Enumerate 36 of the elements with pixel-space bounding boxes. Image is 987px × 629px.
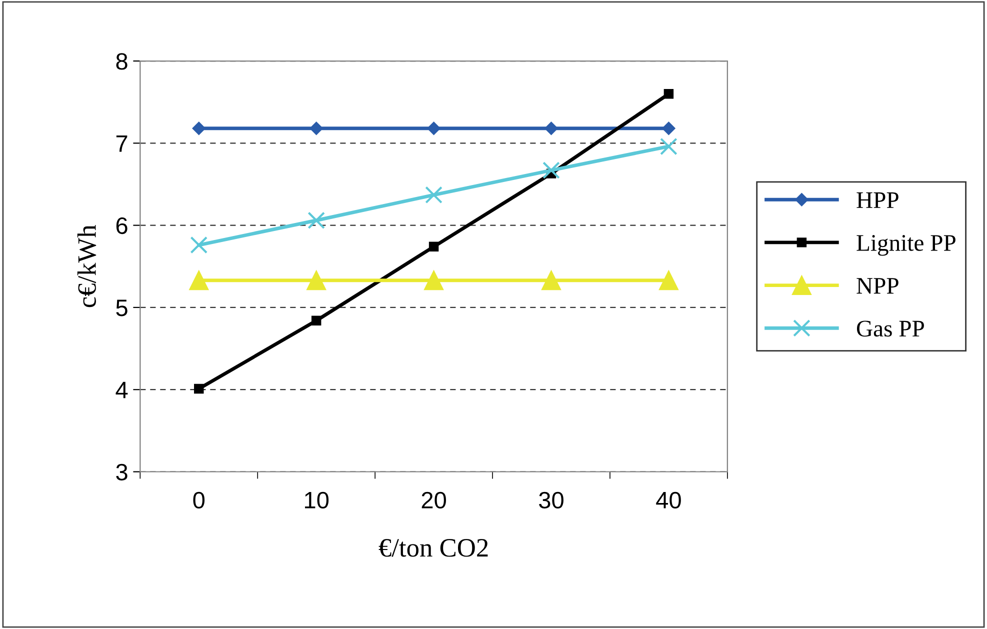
legend-label: Gas PP (856, 320, 924, 337)
point (424, 270, 444, 290)
legend-label: Lignite PP (856, 235, 956, 256)
x-tick-label: 40 (656, 492, 681, 509)
point (192, 122, 206, 135)
y-tick-label: 3 (116, 464, 128, 481)
legend-label: NPP (856, 278, 898, 294)
point (662, 122, 676, 135)
point (310, 122, 323, 135)
x-tick-label: 20 (422, 492, 446, 509)
point (664, 89, 674, 99)
point (542, 162, 560, 179)
point (311, 316, 322, 326)
point (308, 212, 326, 230)
point (660, 138, 678, 156)
point (428, 242, 439, 252)
y-tick-label: 5 (116, 300, 128, 316)
y-tick-label: 4 (116, 382, 128, 398)
y-tick-label: 7 (116, 135, 128, 152)
x-tick-label: 10 (305, 492, 329, 509)
point (544, 122, 558, 135)
point (306, 270, 326, 290)
y-tick-label: 6 (116, 217, 128, 234)
point (190, 236, 208, 254)
x-tick-label: 30 (539, 492, 564, 509)
point (427, 122, 440, 135)
x-tick-label: 0 (193, 492, 205, 509)
point (542, 270, 561, 290)
y-axis-title: c€/kWh (77, 224, 96, 308)
point (194, 384, 204, 394)
point (189, 270, 209, 290)
x-axis-title: €/ton CO2 (378, 539, 488, 557)
point (425, 186, 442, 204)
legend-label: HPP (856, 192, 898, 208)
y-tick-label: 8 (116, 53, 128, 70)
point (658, 270, 678, 290)
